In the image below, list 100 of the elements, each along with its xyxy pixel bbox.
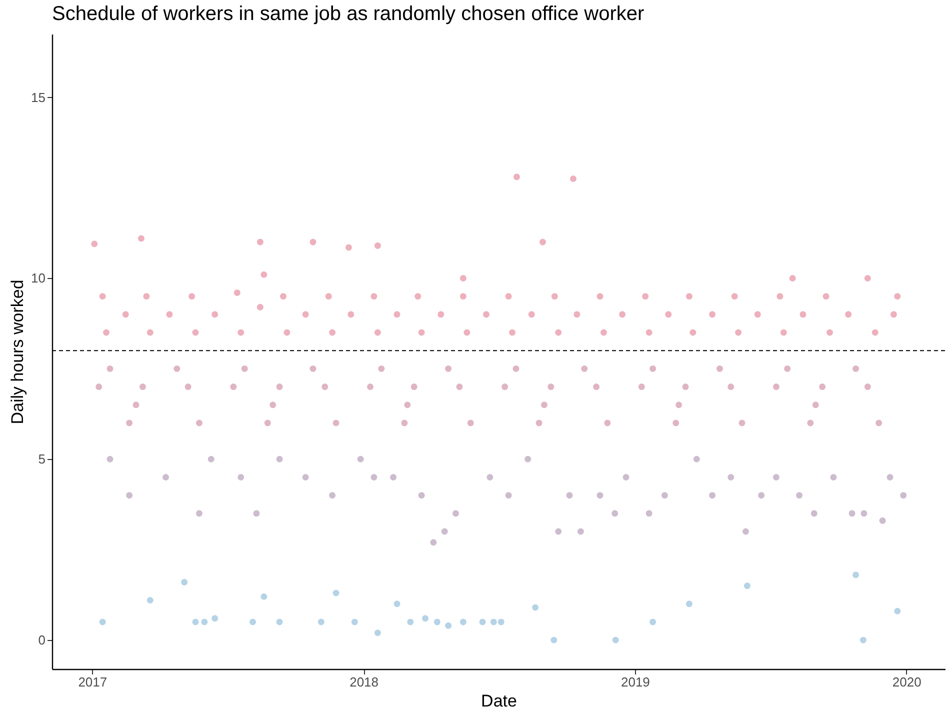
point [422, 615, 428, 622]
point [540, 402, 548, 408]
y-axis-title: Daily hours worked [8, 280, 28, 424]
point [860, 510, 868, 517]
point [250, 618, 256, 626]
y-tick-label: 15 [31, 90, 46, 105]
point [810, 510, 818, 517]
point [709, 492, 716, 499]
point [848, 510, 856, 517]
point [410, 384, 418, 390]
point [716, 365, 723, 372]
point [238, 474, 244, 480]
point [196, 510, 202, 517]
point [532, 604, 539, 611]
point [612, 510, 618, 517]
point [276, 384, 283, 390]
point [900, 492, 907, 499]
point [894, 608, 901, 614]
point [430, 539, 437, 546]
point [738, 420, 746, 426]
point [650, 618, 656, 626]
point [310, 365, 316, 372]
point [460, 618, 466, 626]
point [441, 528, 448, 535]
y-tick-label: 0 [38, 632, 46, 648]
point [212, 615, 218, 622]
point [318, 618, 324, 626]
point [230, 384, 237, 390]
point [302, 474, 309, 480]
point [253, 510, 260, 517]
point [524, 456, 532, 462]
point [566, 492, 573, 499]
point [146, 597, 154, 604]
point [676, 402, 682, 408]
point [550, 636, 558, 644]
point [106, 365, 114, 372]
point [672, 420, 680, 426]
point [456, 384, 463, 390]
point [796, 492, 803, 499]
chart-title: Schedule of workers in same job as randomly chosen office worker [52, 3, 644, 25]
point [332, 420, 340, 426]
point [876, 420, 882, 426]
point [401, 420, 408, 426]
point [650, 365, 656, 372]
point [864, 384, 871, 390]
point [260, 593, 268, 600]
point [807, 420, 814, 426]
point [479, 618, 486, 626]
point [99, 618, 106, 626]
point [577, 528, 584, 535]
point [744, 582, 750, 590]
point [276, 618, 283, 626]
x-tick-label: 2017 [78, 674, 108, 690]
point [126, 420, 133, 426]
point [270, 402, 276, 408]
x-tick-label: 2020 [892, 674, 922, 690]
point [208, 456, 214, 462]
point [407, 618, 414, 626]
point [434, 618, 440, 626]
point [852, 572, 860, 578]
point [351, 618, 358, 626]
point [693, 456, 700, 462]
y-tick-label: 5 [38, 452, 46, 467]
point [593, 384, 600, 390]
point [742, 528, 749, 535]
point [174, 365, 180, 372]
y-tick-label: 10 [31, 270, 46, 286]
point [860, 636, 866, 644]
point [612, 636, 619, 644]
point [728, 474, 734, 480]
point [370, 474, 378, 480]
point [486, 474, 494, 480]
point [536, 420, 542, 426]
point [394, 600, 400, 608]
point [490, 618, 497, 626]
point [596, 492, 604, 499]
point [682, 384, 689, 390]
point [390, 474, 397, 480]
point [241, 365, 248, 372]
point [772, 384, 780, 390]
point [367, 384, 374, 390]
point [886, 474, 894, 480]
point [106, 456, 114, 462]
point [686, 600, 692, 608]
point [322, 384, 328, 390]
point [126, 492, 133, 499]
point [772, 474, 780, 480]
point [196, 420, 202, 426]
point [830, 474, 837, 480]
point [728, 384, 734, 390]
point [784, 365, 791, 372]
point [505, 492, 512, 499]
point [184, 384, 192, 390]
point [332, 590, 340, 596]
point [162, 474, 170, 480]
point [555, 528, 562, 535]
point [661, 492, 668, 499]
point [132, 402, 140, 408]
point [812, 402, 819, 408]
point [604, 420, 611, 426]
